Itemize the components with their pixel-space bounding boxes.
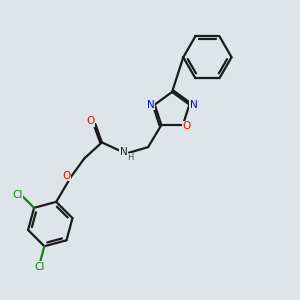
Text: N: N (190, 100, 197, 110)
Text: Cl: Cl (34, 262, 45, 272)
Text: O: O (86, 116, 94, 126)
Text: O: O (63, 171, 71, 181)
Text: H: H (128, 154, 134, 163)
Text: O: O (183, 121, 191, 131)
Text: Cl: Cl (12, 190, 22, 200)
Text: N: N (147, 100, 154, 110)
Text: N: N (120, 147, 128, 158)
